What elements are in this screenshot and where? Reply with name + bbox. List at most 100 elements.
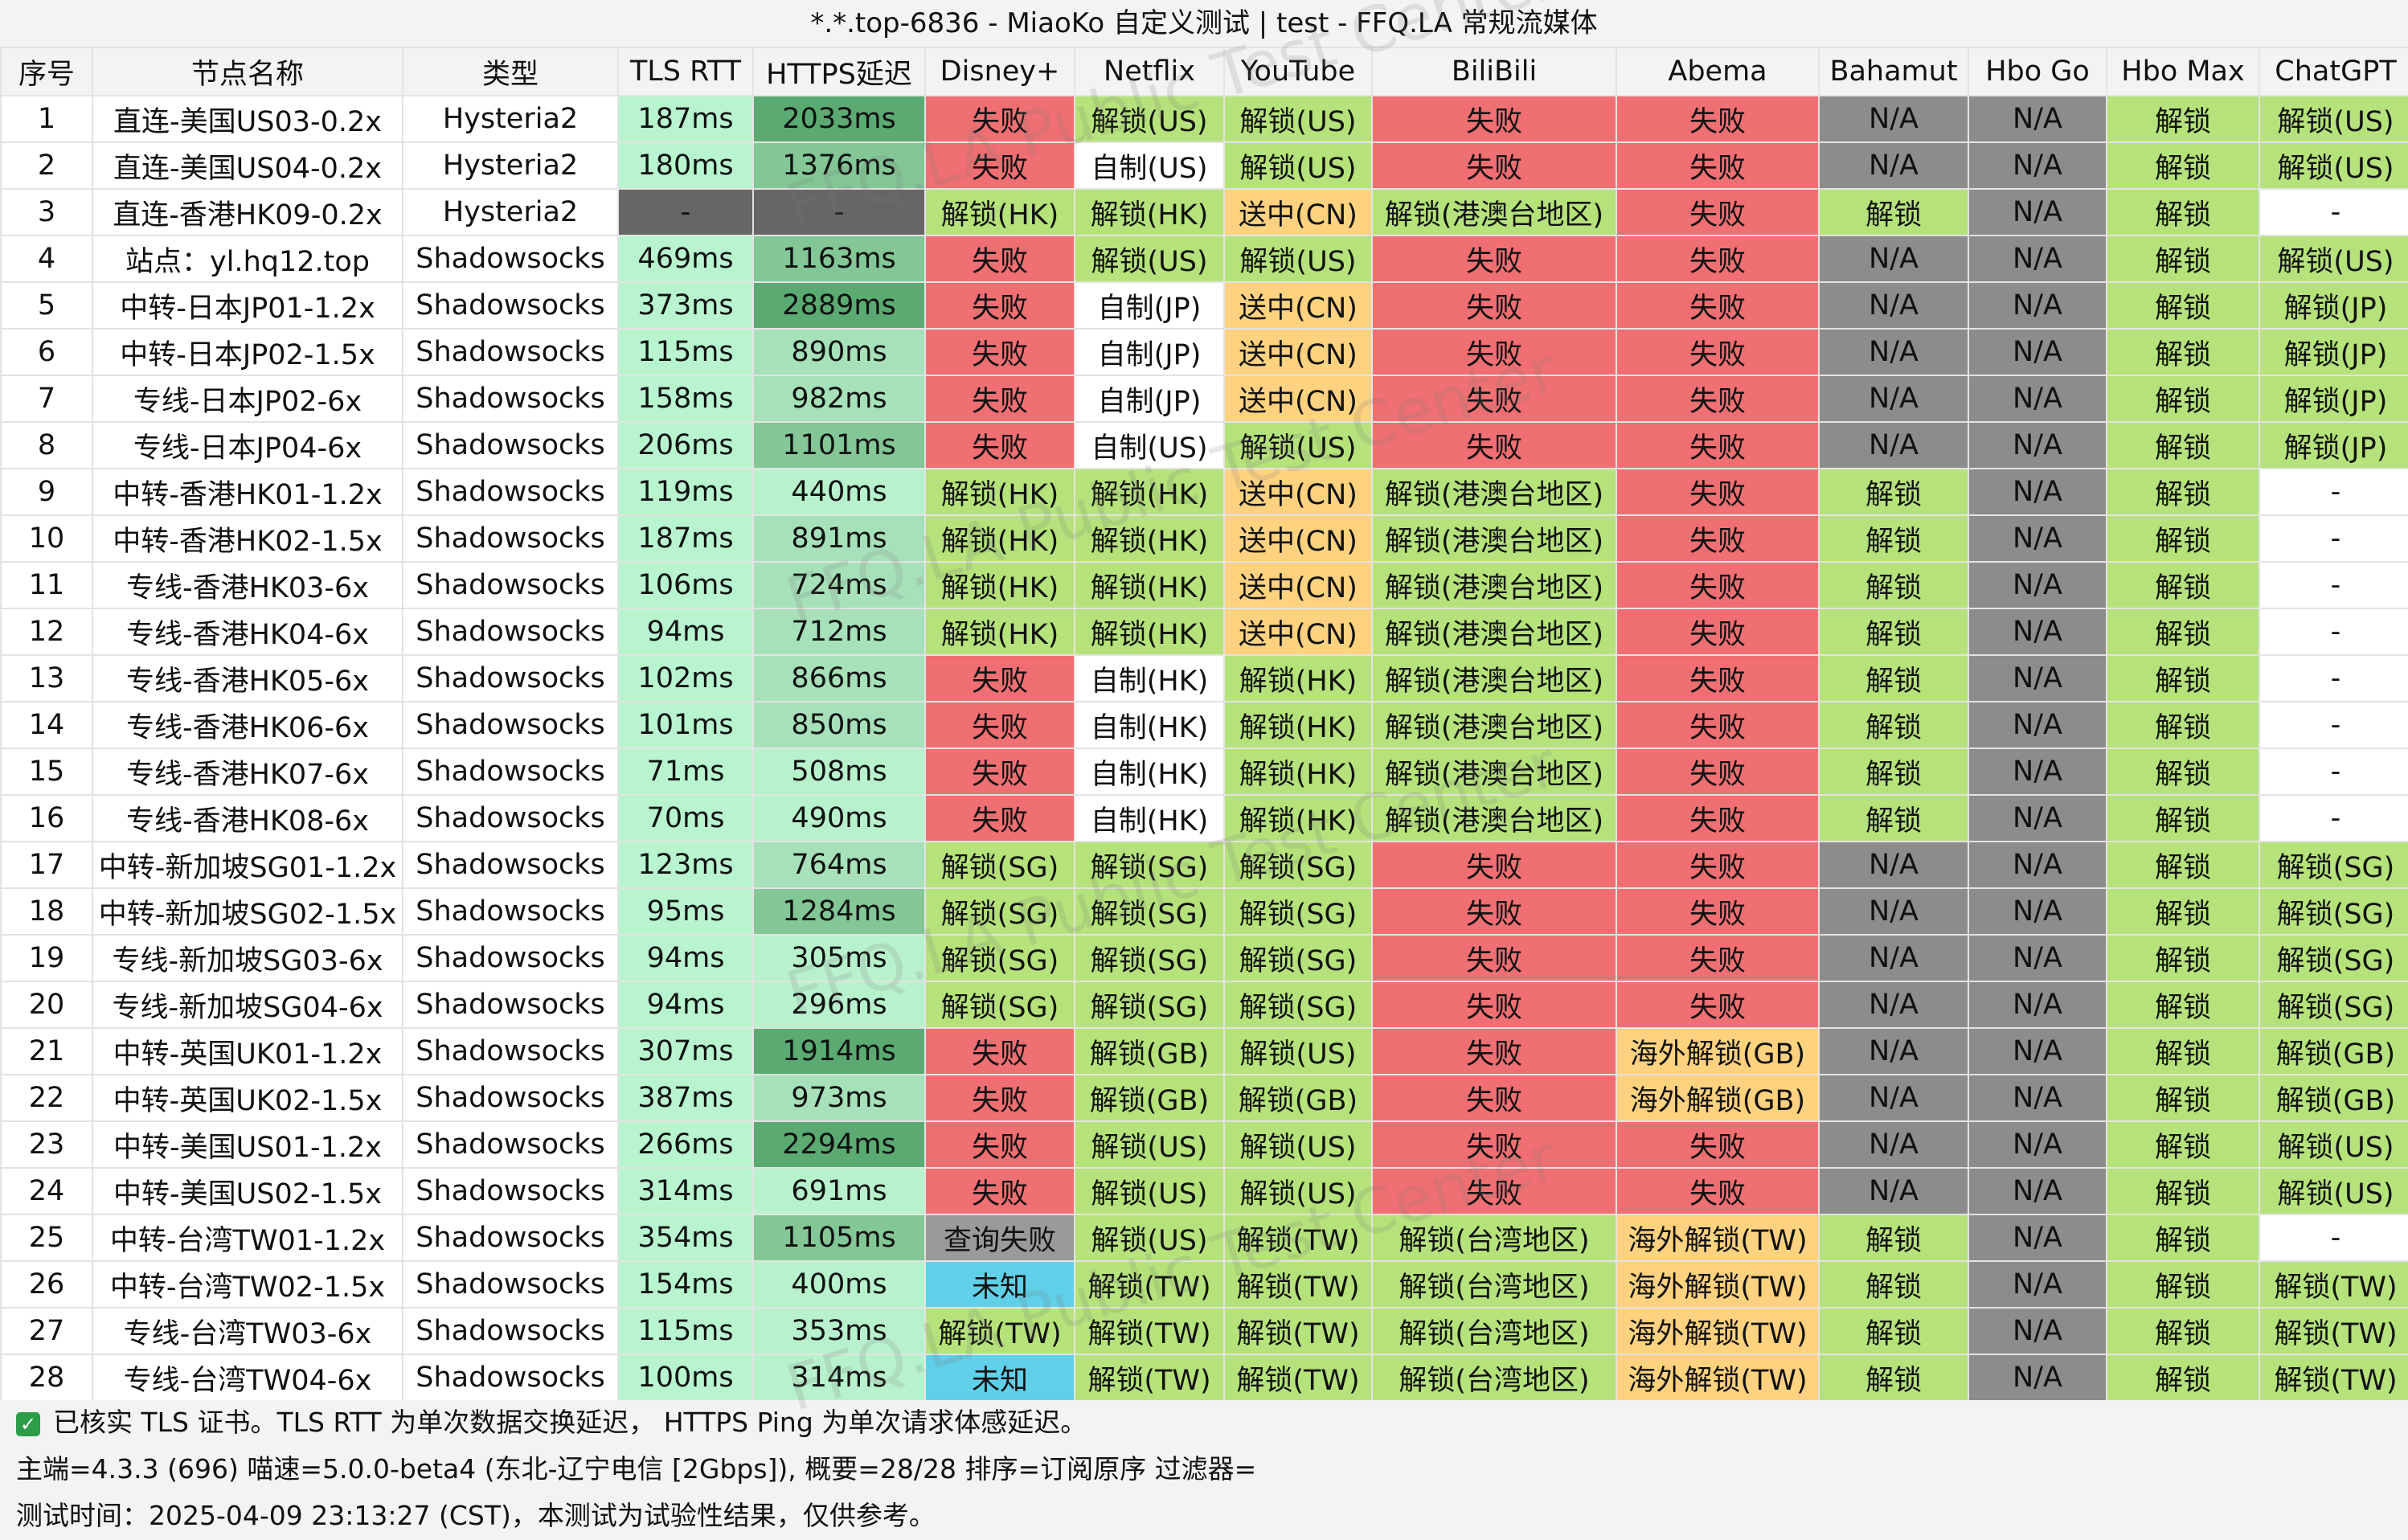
table-cell: 解锁(台湾地区) — [1371, 1214, 1617, 1262]
table-cell: 解锁 — [2106, 561, 2260, 609]
column-header[interactable]: YouTube — [1223, 47, 1373, 96]
column-header[interactable]: Disney+ — [924, 47, 1075, 96]
table-row[interactable]: 28 专线-台湾TW04-6x Shadowsocks 100ms 314ms 未知 解锁(… — [0, 1354, 2408, 1402]
table-row[interactable]: 5 中转-日本JP01-1.2x Shadowsocks 373ms 2889ms 失败自… — [0, 281, 2408, 330]
table-cell: N/A — [1968, 981, 2107, 1029]
column-header[interactable]: 类型 — [402, 47, 619, 96]
table-cell: 中转-日本JP01-1.2x — [92, 281, 403, 330]
table-row[interactable]: 19 专线-新加坡SG03-6x Shadowsocks 94ms 305ms 解锁(SG… — [0, 934, 2408, 982]
table-row[interactable]: 15 专线-香港HK07-6x Shadowsocks 71ms 508ms 失败 自制(H… — [0, 747, 2408, 796]
table-cell: 13 — [0, 654, 93, 702]
table-cell: 直连-香港HK09-0.2x — [92, 188, 403, 236]
table-cell: 373ms — [617, 281, 754, 330]
table-cell: - — [752, 188, 926, 236]
table-cell: N/A — [1818, 1074, 1969, 1122]
table-cell: 解锁 — [2106, 1214, 2260, 1262]
table-cell: 解锁(TW) — [1223, 1260, 1373, 1309]
table-cell: 失败 — [1616, 654, 1820, 702]
table-row[interactable]: 17 中转-新加坡SG01-1.2x Shadowsocks 123ms 764ms 解锁… — [0, 841, 2408, 889]
table-cell: N/A — [1818, 328, 1969, 376]
table-cell: 中转-美国US01-1.2x — [92, 1120, 403, 1169]
column-header[interactable]: Netflix — [1074, 47, 1225, 96]
table-cell: 自制(HK) — [1074, 654, 1225, 702]
table-cell: 26 — [0, 1260, 93, 1309]
table-cell: 469ms — [617, 235, 754, 283]
table-cell: 解锁 — [2106, 421, 2260, 469]
table-cell: 19 — [0, 934, 93, 982]
table-cell: 解锁 — [2106, 235, 2260, 283]
table-cell: 直连-美国US03-0.2x — [92, 95, 403, 143]
column-header[interactable]: 节点名称 — [92, 47, 403, 96]
table-cell: 4 — [0, 235, 93, 283]
table-cell: 专线-香港HK07-6x — [92, 747, 403, 796]
table-cell: 102ms — [617, 654, 754, 702]
table-row[interactable]: 1 直连-美国US03-0.2x Hysteria2 187ms 2033ms 失败 解锁(… — [0, 95, 2408, 143]
table-cell: 508ms — [752, 747, 926, 796]
table-row[interactable]: 16 专线-香港HK08-6x Shadowsocks 70ms 490ms 失败 自制(H… — [0, 794, 2408, 842]
column-header[interactable]: HTTPS延迟 — [752, 47, 926, 96]
table-cell: 专线-香港HK08-6x — [92, 794, 403, 842]
table-cell: 中转-新加坡SG01-1.2x — [92, 841, 403, 889]
column-header[interactable]: BiliBili — [1371, 47, 1617, 96]
table-row[interactable]: 8 专线-日本JP04-6x Shadowsocks 206ms 1101ms 失败 自制(… — [0, 421, 2408, 469]
column-header[interactable]: Abema — [1616, 47, 1820, 96]
table-cell: 解锁(SG) — [924, 887, 1075, 936]
column-header[interactable]: ChatGPT — [2259, 47, 2408, 96]
table-cell: 解锁(US) — [1223, 141, 1373, 190]
table-row[interactable]: 18 中转-新加坡SG02-1.5x Shadowsocks 95ms 1284ms 解锁… — [0, 887, 2408, 936]
table-cell: 100ms — [617, 1354, 754, 1402]
table-row[interactable]: 25 中转-台湾TW01-1.2x Shadowsocks 354ms 1105ms 查询… — [0, 1214, 2408, 1262]
column-header[interactable]: TLS RTT — [617, 47, 754, 96]
table-row[interactable]: 3 直连-香港HK09-0.2x Hysteria2- - 解锁(HK) 解锁(HK) 送中… — [0, 188, 2408, 236]
table-cell: 海外解锁(TW) — [1616, 1307, 1820, 1355]
table-cell: 22 — [0, 1074, 93, 1122]
table-row[interactable]: 23 中转-美国US01-1.2x Shadowsocks 266ms 2294ms 失败… — [0, 1120, 2408, 1169]
table-cell: 11 — [0, 561, 93, 609]
table-cell: - — [2259, 1214, 2408, 1262]
column-header[interactable]: Hbo Go — [1968, 47, 2107, 96]
table-cell: 23 — [0, 1120, 93, 1169]
table-row[interactable]: 12 专线-香港HK04-6x Shadowsocks 94ms 712ms 解锁(HK)… — [0, 608, 2408, 656]
table-cell: 专线-香港HK06-6x — [92, 701, 403, 749]
table-row[interactable]: 14 专线-香港HK06-6x Shadowsocks 101ms 850ms 失败 自制(… — [0, 701, 2408, 749]
column-header[interactable]: Bahamut — [1818, 47, 1969, 96]
table-cell: 解锁 — [2106, 701, 2260, 749]
table-cell: 查询失败 — [924, 1214, 1075, 1262]
table-row[interactable]: 27 专线-台湾TW03-6x Shadowsocks 115ms 353ms 解锁(TW… — [0, 1307, 2408, 1355]
table-row[interactable]: 4 站点：yl.hq12.top Shadowsocks 469ms 1163ms 失败解… — [0, 235, 2408, 283]
table-cell: 712ms — [752, 608, 926, 656]
table-cell: 解锁(SG) — [1074, 887, 1225, 936]
table-cell: Shadowsocks — [402, 1074, 619, 1122]
table-cell: N/A — [1818, 1167, 1969, 1215]
table-cell: N/A — [1968, 188, 2107, 236]
table-row[interactable]: 2 直连-美国US04-0.2x Hysteria2 180ms 1376ms 失败 自制(… — [0, 141, 2408, 190]
table-row[interactable]: 26 中转-台湾TW02-1.5x Shadowsocks 154ms 400ms 未知解… — [0, 1260, 2408, 1309]
table-cell: 296ms — [752, 981, 926, 1029]
table-row[interactable]: 10 中转-香港HK02-1.5x Shadowsocks 187ms 891ms 解锁(… — [0, 514, 2408, 563]
column-header[interactable]: 序号 — [0, 47, 93, 96]
table-cell: 101ms — [617, 701, 754, 749]
column-header[interactable]: Hbo Max — [2106, 47, 2260, 96]
info-line: 主端=4.3.3 (696) 喵速=5.0.0-beta4 (东北-辽宁电信 [… — [16, 1453, 1257, 1485]
table-row[interactable]: 7 专线-日本JP02-6x Shadowsocks 158ms 982ms 失败 自制(J… — [0, 375, 2408, 423]
table-cell: - — [2259, 701, 2408, 749]
table-cell: N/A — [1968, 375, 2107, 423]
table-cell: - — [617, 188, 754, 236]
table-row[interactable]: 20 专线-新加坡SG04-6x Shadowsocks 94ms 296ms 解锁(SG… — [0, 981, 2408, 1029]
table-row[interactable]: 22 中转-英国UK02-1.5x Shadowsocks 387ms 973ms 失败解… — [0, 1074, 2408, 1122]
table-cell: 764ms — [752, 841, 926, 889]
table-cell: 专线-台湾TW03-6x — [92, 1307, 403, 1355]
table-cell: 305ms — [752, 934, 926, 982]
table-row[interactable]: 24 中转-美国US02-1.5x Shadowsocks 314ms 691ms 失败解… — [0, 1167, 2408, 1215]
table-cell: 解锁 — [1818, 188, 1969, 236]
table-cell: 失败 — [1616, 235, 1820, 283]
table-row[interactable]: 21 中转-英国UK01-1.2x Shadowsocks 307ms 1914ms 失败… — [0, 1027, 2408, 1075]
table-row[interactable]: 13 专线-香港HK05-6x Shadowsocks 102ms 866ms 失败 自制(… — [0, 654, 2408, 702]
table-row[interactable]: 6 中转-日本JP02-1.5x Shadowsocks 115ms 890ms 失败 自制… — [0, 328, 2408, 376]
table-row[interactable]: 9 中转-香港HK01-1.2x Shadowsocks 119ms 440ms 解锁(H… — [0, 468, 2408, 516]
table-cell: 解锁 — [1818, 514, 1969, 563]
table-cell: 解锁 — [1818, 1260, 1969, 1309]
table-cell: 10 — [0, 514, 93, 563]
table-row[interactable]: 11 专线-香港HK03-6x Shadowsocks 106ms 724ms 解锁(HK… — [0, 561, 2408, 609]
table-cell: 中转-新加坡SG02-1.5x — [92, 887, 403, 936]
